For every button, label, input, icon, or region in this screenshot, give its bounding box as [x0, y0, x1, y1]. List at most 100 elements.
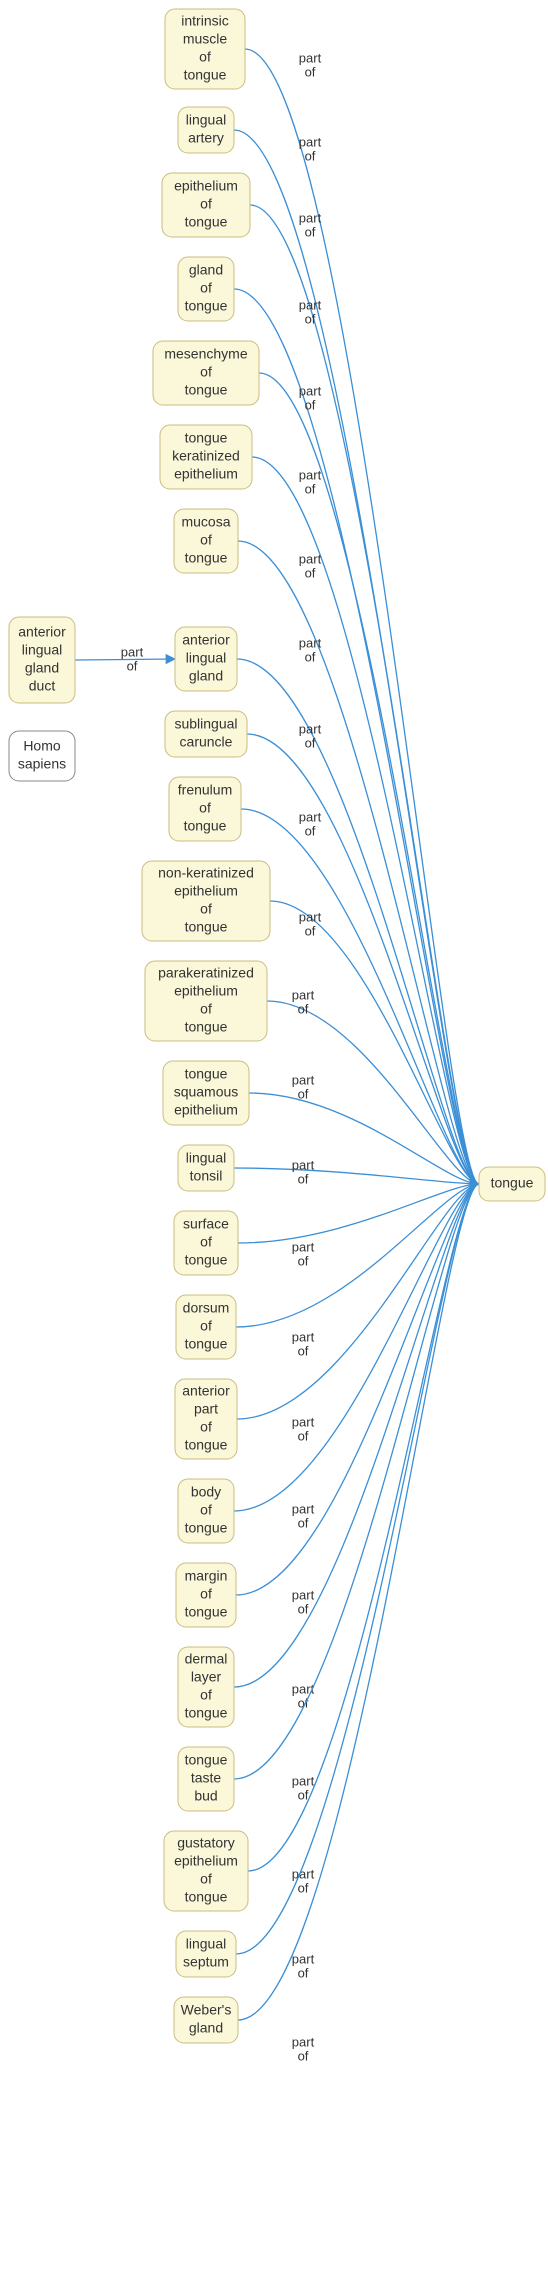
- edge-label: part: [299, 50, 322, 65]
- edge-weber-to-tongue: [238, 1184, 479, 2020]
- node-label: epithelium: [174, 983, 238, 999]
- node-label: of: [200, 1871, 212, 1887]
- edge-margin-to-tongue: [236, 1184, 479, 1595]
- edge-label: of: [298, 1515, 309, 1530]
- edge-label: of: [298, 1171, 309, 1186]
- node-nke: non-keratinizedepitheliumoftongue: [142, 861, 270, 941]
- node-sub-car: sublingual caruncle: [165, 711, 247, 757]
- node-label: intrinsic: [181, 13, 228, 29]
- node-label: epithelium: [174, 466, 238, 482]
- edge-label: part: [299, 809, 322, 824]
- node-label: tongue: [185, 214, 228, 230]
- node-label: muscle: [183, 31, 228, 47]
- edge-label: part: [292, 1951, 315, 1966]
- edge-label: of: [298, 2048, 309, 2063]
- edge-label: of: [305, 923, 316, 938]
- edge-surface-to-tongue: [238, 1184, 479, 1243]
- node-label: dermal: [185, 1651, 228, 1667]
- edge-label: part: [299, 551, 322, 566]
- edge-label: part: [292, 1239, 315, 1254]
- node-tke: tonguekeratinizedepithelium: [160, 425, 252, 489]
- edge-label: part: [299, 721, 322, 736]
- node-label: Weber's: [181, 2002, 232, 2018]
- edge-label: part: [292, 987, 315, 1002]
- edge-label: part: [292, 1329, 315, 1344]
- edge-label: of: [305, 565, 316, 580]
- node-label: epithelium: [174, 1853, 238, 1869]
- node-label: tongue: [185, 298, 228, 314]
- node-label: part: [194, 1401, 218, 1417]
- edge-label: part: [292, 1587, 315, 1602]
- node-l-artery: lingualartery: [178, 107, 234, 153]
- node-label: frenulum: [178, 782, 232, 798]
- node-margin: marginoftongue: [176, 1563, 236, 1627]
- node-label: margin: [185, 1568, 228, 1584]
- edge-label: of: [127, 658, 138, 673]
- edge-label: of: [305, 735, 316, 750]
- edge-label: part: [292, 1501, 315, 1516]
- edge-label: of: [298, 1428, 309, 1443]
- edge-label: part: [299, 297, 322, 312]
- node-label: caruncle: [180, 734, 233, 750]
- node-label: of: [200, 1318, 212, 1334]
- node-label: lingual: [186, 650, 226, 666]
- edge-label: of: [298, 1965, 309, 1980]
- node-label: gland: [189, 262, 223, 278]
- edge-label: part: [292, 2034, 315, 2049]
- node-label: lingual: [186, 112, 226, 128]
- node-tse: tonguesquamousepithelium: [163, 1061, 249, 1125]
- node-dermal: dermallayeroftongue: [178, 1647, 234, 1727]
- node-label: tongue: [185, 1019, 228, 1035]
- node-label: tongue: [184, 818, 227, 834]
- node-label: anterior: [182, 1383, 230, 1399]
- tongue-parts-diagram: partofpartofpartofpartofpartofpartofpart…: [0, 0, 548, 2287]
- node-label: of: [200, 1586, 212, 1602]
- edge-label: part: [292, 1072, 315, 1087]
- edge-mucosa-to-tongue: [238, 541, 479, 1184]
- node-label: gland: [25, 660, 59, 676]
- edge-label: of: [298, 1343, 309, 1358]
- edge-dermal-to-tongue: [234, 1184, 479, 1687]
- node-label: sapiens: [18, 756, 66, 772]
- node-label: tongue: [185, 1520, 228, 1536]
- node-pke: parakeratinizedepitheliumoftongue: [145, 961, 267, 1041]
- node-label: tongue: [184, 67, 227, 83]
- node-label: tongue: [185, 1437, 228, 1453]
- node-l-septum: lingualseptum: [176, 1931, 236, 1977]
- edge-label: part: [299, 383, 322, 398]
- node-label: non-keratinized: [158, 865, 254, 881]
- node-label: of: [200, 1001, 212, 1017]
- node-label: of: [200, 280, 212, 296]
- edge-dorsum-to-tongue: [236, 1184, 479, 1327]
- node-homo: Homosapiens: [9, 731, 75, 781]
- edge-label: of: [298, 1601, 309, 1616]
- node-label: tonsil: [190, 1168, 223, 1184]
- node-frenulum: frenulumoftongue: [169, 777, 241, 841]
- node-label: lingual: [186, 1150, 226, 1166]
- node-label: anterior: [18, 624, 66, 640]
- edge-label: of: [305, 311, 316, 326]
- node-label: tongue: [185, 550, 228, 566]
- node-label: tongue: [185, 1066, 228, 1082]
- node-label: mesenchyme: [164, 346, 247, 362]
- node-tastebud: tonguetastebud: [178, 1747, 234, 1811]
- node-label: layer: [191, 1669, 222, 1685]
- node-label: tongue: [491, 1175, 534, 1191]
- edge-label: of: [305, 481, 316, 496]
- node-label: tongue: [185, 1705, 228, 1721]
- edge-label: of: [305, 148, 316, 163]
- edge-label: part: [299, 909, 322, 924]
- node-label: tongue: [185, 1752, 228, 1768]
- node-label: gustatory: [177, 1835, 235, 1851]
- node-label: sublingual: [174, 716, 237, 732]
- edge-label: of: [305, 64, 316, 79]
- edge-label: of: [298, 1880, 309, 1895]
- node-label: tongue: [185, 382, 228, 398]
- node-mucosa: mucosaoftongue: [174, 509, 238, 573]
- edge-label: of: [305, 224, 316, 239]
- node-label: dorsum: [183, 1300, 230, 1316]
- node-surface: surfaceoftongue: [174, 1211, 238, 1275]
- node-label: tongue: [185, 1336, 228, 1352]
- node-label: gland: [189, 668, 223, 684]
- node-label: epithelium: [174, 178, 238, 194]
